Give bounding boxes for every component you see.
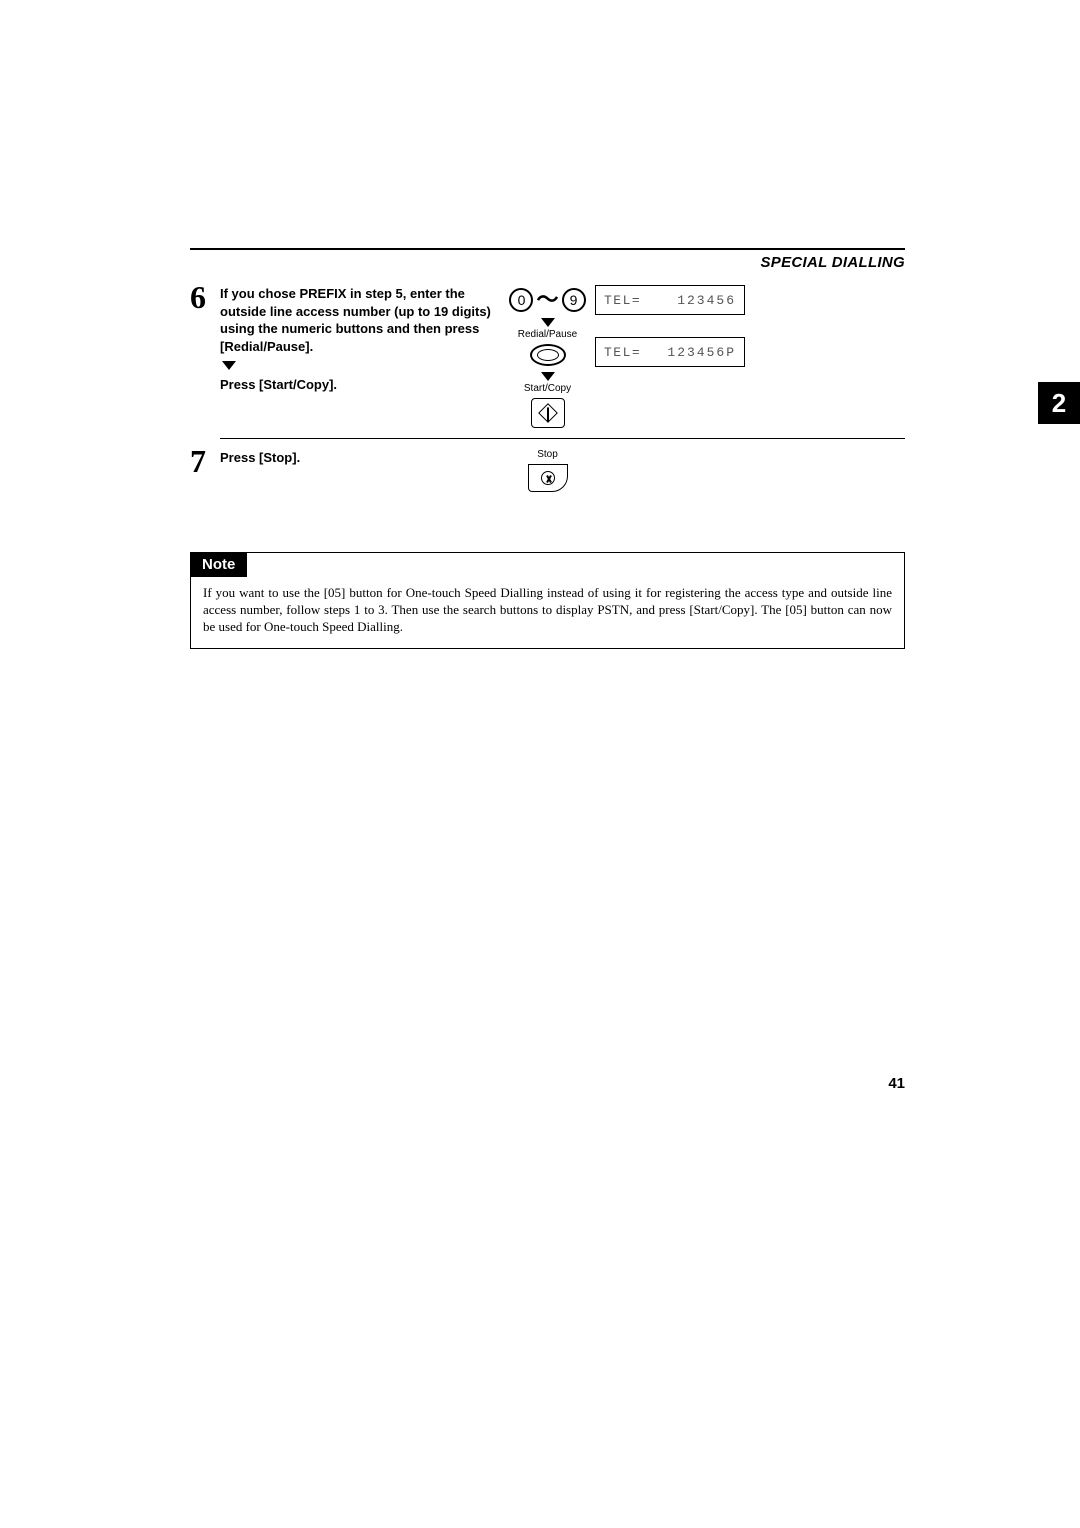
down-arrow-icon <box>541 318 555 327</box>
note-title: Note <box>190 552 247 577</box>
lcd2-value: 123456P <box>667 345 736 360</box>
step-number: 6 <box>190 281 220 313</box>
step6-line1: If you chose PREFIX in step 5, enter the… <box>220 285 500 355</box>
step6-line2: Press [Start/Copy]. <box>220 376 500 394</box>
redial-pause-button-icon <box>530 344 566 366</box>
button-column: 0 〜 9 Redial/Pause Start/Copy <box>500 285 595 428</box>
stop-label: Stop <box>500 449 595 460</box>
down-arrow-icon <box>541 372 555 381</box>
lcd-display-2: TEL= 123456P <box>595 337 745 367</box>
start-copy-button-icon <box>531 398 565 428</box>
lcd-column: TEL= 123456 TEL= 123456P <box>595 285 745 428</box>
lcd1-value: 123456 <box>677 293 736 308</box>
button-column: Stop <box>500 449 595 492</box>
start-copy-label: Start/Copy <box>500 383 595 394</box>
lcd2-label: TEL= <box>604 345 641 360</box>
key-0-icon: 0 <box>509 288 533 312</box>
lcd1-label: TEL= <box>604 293 641 308</box>
step7-text: Press [Stop]. <box>220 449 500 467</box>
chapter-tab: 2 <box>1038 382 1080 424</box>
key-9-icon: 9 <box>562 288 586 312</box>
stop-button-icon <box>528 464 568 492</box>
redial-pause-label: Redial/Pause <box>500 329 595 340</box>
step-instructions: Press [Stop]. <box>220 449 500 492</box>
step-number: 7 <box>190 445 220 477</box>
numeric-key-range: 0 〜 9 <box>509 288 585 312</box>
stop-circle-icon <box>541 471 555 485</box>
tilde-icon: 〜 <box>536 289 558 311</box>
section-title: SPECIAL DIALLING <box>190 254 905 271</box>
step-7: 7 Press [Stop]. Stop <box>190 449 905 492</box>
note-body: If you want to use the [05] button for O… <box>191 585 904 636</box>
step-divider <box>220 438 905 439</box>
down-arrow-icon <box>222 361 236 370</box>
step-6: 6 If you chose PREFIX in step 5, enter t… <box>190 285 905 428</box>
header-rule <box>190 248 905 250</box>
manual-page: SPECIAL DIALLING 6 If you chose PREFIX i… <box>0 0 1080 1528</box>
lcd-display-1: TEL= 123456 <box>595 285 745 315</box>
note-box: Note If you want to use the [05] button … <box>190 552 905 649</box>
step-instructions: If you chose PREFIX in step 5, enter the… <box>220 285 500 428</box>
page-number: 41 <box>888 1075 905 1092</box>
diamond-icon <box>538 403 558 423</box>
